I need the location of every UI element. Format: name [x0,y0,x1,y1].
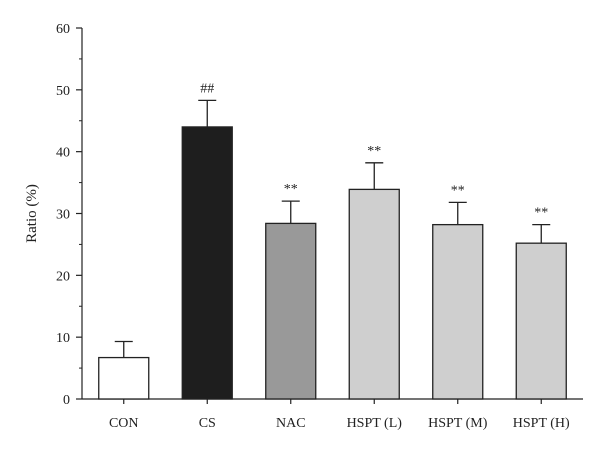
significance-label: ** [451,183,465,198]
y-tick-label: 60 [56,22,70,37]
significance-label: ** [534,206,548,221]
bar [181,126,233,400]
bar [98,356,150,400]
x-tick-label: HSPT (M) [428,416,488,431]
x-tick-label: HSPT (H) [513,416,570,431]
y-tick-label: 40 [56,146,70,161]
y-tick-label: 50 [56,84,70,99]
y-axis-title: Ratio (%) [24,184,40,243]
axes [81,28,583,400]
x-tick-label: NAC [276,416,306,431]
bar [515,242,567,400]
x-tick-label: CON [109,416,139,431]
bar [348,188,400,400]
bar [432,223,484,400]
x-tick-label: CS [199,416,216,431]
y-ticks: 0 10 20 30 40 50 60 [56,22,82,408]
significance-label: ## [200,81,214,96]
y-tick-label: 20 [56,269,70,284]
y-tick-label: 0 [63,393,70,408]
y-tick-label: 10 [56,331,70,346]
significance-label: ** [284,182,298,197]
bar [265,222,317,400]
significance-label: ** [367,144,381,159]
x-tick-label: HSPT (L) [347,416,403,431]
y-tick-label: 30 [56,208,70,223]
bars: ## ** ** ** ** [98,81,567,400]
x-tick-labels: CON CS NAC HSPT (L) HSPT (M) HSPT (H) [109,399,570,431]
